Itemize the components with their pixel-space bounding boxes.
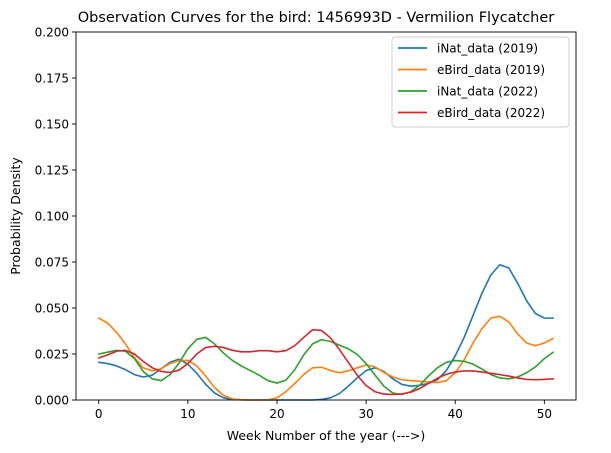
x-tick-label: 20 — [269, 407, 284, 421]
y-tick-label: 0.000 — [35, 393, 69, 407]
legend-label-2: eBird_data (2019) — [437, 63, 545, 77]
series-line-2 — [97, 315, 555, 401]
chart-title: Observation Curves for the bird: 1456993… — [78, 10, 555, 26]
legend-label-1: iNat_data (2019) — [437, 42, 538, 56]
y-tick-label: 0.125 — [35, 163, 69, 177]
x-axis: 0 10 20 30 40 50 — [95, 400, 552, 421]
y-axis-label: Probability Density — [8, 157, 23, 275]
x-tick-label: 40 — [448, 407, 463, 421]
series-line-1 — [97, 263, 555, 401]
y-tick-label: 0.075 — [35, 255, 69, 269]
y-tick-label: 0.150 — [35, 117, 69, 131]
y-axis: 0.000 0.025 0.050 0.075 0.100 0.125 0.150 0.175… — [35, 25, 76, 407]
y-tick-label: 0.175 — [35, 71, 69, 85]
plot-series — [97, 263, 555, 401]
x-tick-label: 10 — [180, 407, 195, 421]
legend-label-4: eBird_data (2022) — [437, 106, 545, 120]
legend-box — [391, 36, 570, 128]
legend-label-3: iNat_data (2022) — [437, 85, 538, 99]
y-tick-label: 0.100 — [35, 209, 69, 223]
legend: iNat_data (2019) eBird_data (2019) iNat_da… — [391, 36, 570, 128]
y-tick-label: 0.050 — [35, 301, 69, 315]
x-tick-label: 0 — [95, 407, 103, 421]
x-tick-label: 50 — [537, 407, 552, 421]
x-tick-label: 30 — [358, 407, 373, 421]
y-tick-label: 0.200 — [35, 25, 69, 39]
y-tick-label: 0.025 — [35, 347, 69, 361]
series-line-3 — [97, 336, 555, 396]
x-axis-label: Week Number of the year (--->) — [227, 428, 426, 443]
series-line-4 — [97, 328, 555, 396]
